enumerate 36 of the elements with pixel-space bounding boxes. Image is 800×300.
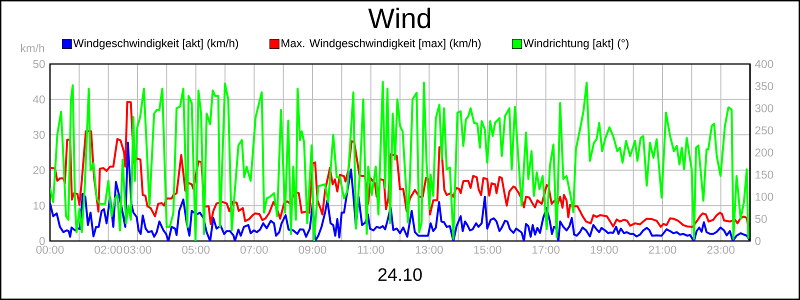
- legend-label: Windgeschwindigkeit [akt] (km/h): [73, 38, 238, 50]
- x-tick-label: 09:00: [298, 246, 326, 254]
- y2-tick-label: 150: [756, 170, 774, 179]
- chart-title: Wind: [368, 8, 430, 28]
- x-tick-label: 17:00: [532, 246, 560, 254]
- legend-label: Max. Windgeschwindigkeit [max] (km/h): [282, 38, 481, 50]
- x-tick-label: 11:00: [358, 246, 384, 254]
- x-tick-label: 03:00: [124, 246, 152, 254]
- y-tick-label: 40: [32, 95, 45, 104]
- x-tick-label: 05:00: [182, 246, 210, 254]
- y2-tick-label: 300: [755, 104, 774, 112]
- legend-label: Windrichtung [akt] (°): [523, 38, 628, 50]
- y2-tick-label: 100: [756, 192, 774, 201]
- x-axis-title: 24.10: [378, 268, 422, 281]
- x-tick-label: 15:00: [474, 246, 502, 254]
- y-axis-title: km/h: [21, 44, 44, 52]
- line-series: [50, 80, 750, 241]
- x-tick-label: 00:00: [36, 246, 64, 254]
- x-tick-label: 19:00: [590, 246, 618, 254]
- y2-tick-label: 350: [755, 82, 774, 90]
- x-tick-label: 13:00: [416, 246, 443, 254]
- line-series: [50, 100, 750, 228]
- y-tick-label: 10: [34, 202, 45, 210]
- y2-tick-label: 50: [755, 214, 767, 223]
- y2-tick-label: 200: [755, 148, 774, 157]
- y2-tick-label: 400: [754, 60, 774, 68]
- y-tick-label: 30: [33, 130, 45, 139]
- y-tick-label: 50: [33, 60, 45, 68]
- x-tick-label: 07:00: [240, 246, 268, 254]
- x-tick-label: 23:00: [707, 246, 735, 254]
- x-tick-label: 21:00: [648, 246, 676, 254]
- y2-tick-label: 0: [755, 236, 761, 246]
- y-tick-label: 20: [33, 166, 45, 174]
- y-tick-label: 0: [39, 236, 45, 246]
- y2-tick-label: 250: [755, 126, 774, 134]
- x-tick-label: 02:00: [94, 246, 122, 254]
